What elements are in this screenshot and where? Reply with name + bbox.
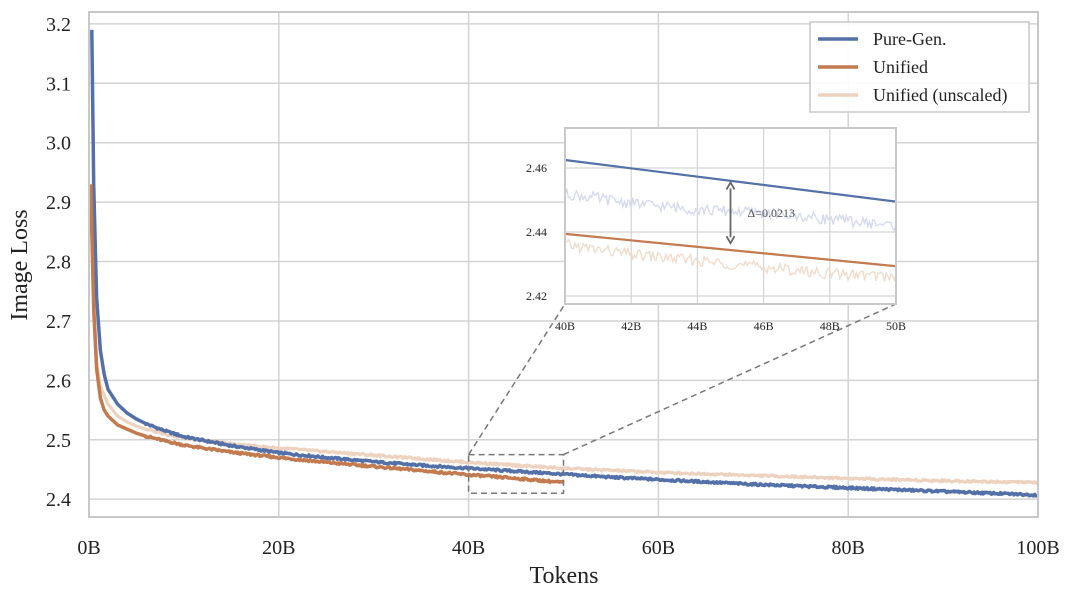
y-tick-label: 2.5 (46, 430, 71, 452)
x-tick-labels: 0B 20B 40B 60B 80B 100B (77, 537, 1059, 559)
y-tick-labels: 2.4 2.5 2.6 2.7 2.8 2.9 3.0 3.1 3.2 (46, 14, 71, 511)
inset-zoom-plot: 40B 42B 44B 46B 48B 50B 2.42 2.44 2.46 Δ=0.0213 (526, 127, 906, 333)
y-tick-label: 2.6 (46, 370, 71, 392)
legend-label-0: Pure-Gen. (873, 29, 946, 49)
inset-x-tick-label: 46B (754, 319, 774, 333)
legend-label-2: Unified (unscaled) (873, 85, 1007, 106)
x-tick-label: 60B (642, 537, 675, 559)
y-tick-label: 3.0 (46, 133, 71, 155)
inset-x-tick-label: 40B (555, 319, 575, 333)
zoom-indicator (467, 303, 897, 494)
zoom-connector-right (563, 303, 897, 456)
legend: Pure-Gen. Unified Unified (unscaled) (809, 21, 1030, 113)
inset-x-tick-label: 42B (621, 319, 641, 333)
x-tick-label: 80B (832, 537, 865, 559)
inset-y-tick-label: 2.42 (526, 289, 547, 303)
main-series-lines (89, 29, 1040, 498)
inset-x-tick-label: 44B (687, 319, 707, 333)
delta-arrow-head-up (725, 180, 736, 190)
x-tick-label: 40B (452, 537, 485, 559)
y-tick-label: 2.7 (46, 311, 71, 333)
y-axis-title: Image Loss (7, 209, 33, 320)
series-line-1 (89, 184, 565, 485)
delta-arrow-head-down (725, 235, 736, 246)
x-tick-label: 0B (77, 537, 100, 559)
inset-y-tick-label: 2.46 (526, 161, 547, 175)
inset-series-line-2 (564, 232, 897, 268)
x-tick-label: 100B (1016, 537, 1059, 559)
inset-y-tick-label: 2.44 (526, 225, 547, 239)
x-axis-title: Tokens (530, 563, 599, 589)
delta-annotation-label: Δ=0.0213 (748, 206, 795, 220)
inset-frame (564, 127, 897, 305)
inset-x-tick-label: 50B (886, 319, 906, 333)
zoom-box-rect (467, 453, 565, 494)
y-tick-label: 3.2 (46, 14, 71, 36)
legend-label-1: Unified (873, 57, 928, 77)
x-tick-label: 20B (262, 537, 295, 559)
y-tick-label: 2.9 (46, 192, 71, 214)
main-plot-frame (88, 11, 1039, 518)
series-line-2 (89, 184, 1040, 485)
y-tick-label: 2.8 (46, 252, 71, 274)
y-tick-label: 3.1 (46, 73, 71, 95)
series-line-0 (90, 29, 1039, 498)
plot-frame (88, 11, 1039, 518)
inset-x-tick-label: 48B (820, 319, 840, 333)
inset-series-line-3 (564, 238, 897, 283)
y-tick-label: 2.4 (46, 489, 71, 511)
